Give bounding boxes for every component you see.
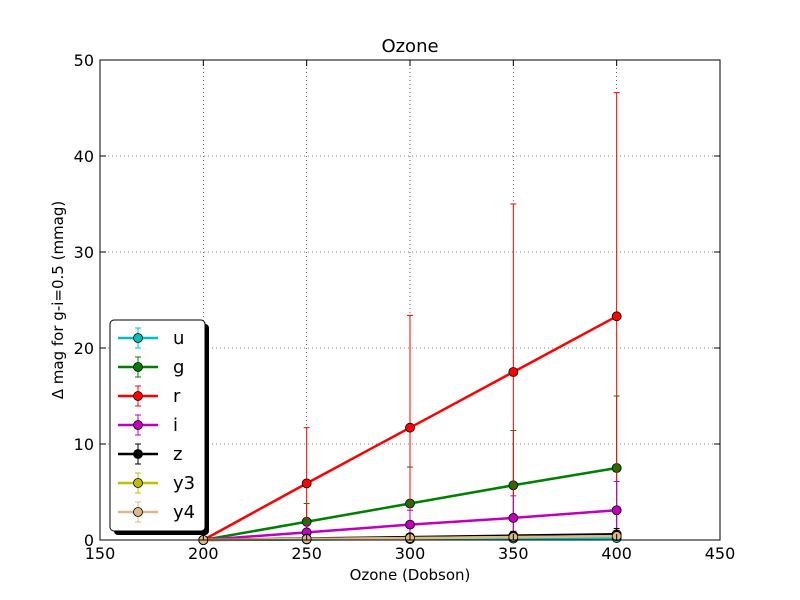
legend-label: i	[173, 415, 178, 436]
data-point	[508, 513, 519, 523]
legend-entry: r	[118, 385, 181, 407]
data-point	[508, 367, 519, 377]
x-axis-label: Ozone (Dobson)	[350, 566, 471, 584]
legend-label: u	[173, 328, 184, 349]
y-tick-label: 10	[74, 435, 94, 454]
legend-marker	[133, 333, 143, 343]
legend-entry: y3	[118, 472, 195, 494]
legend-marker	[133, 507, 143, 517]
x-tick-label: 450	[705, 544, 736, 563]
legend-label: r	[173, 386, 181, 407]
legend-entry: z	[118, 443, 182, 465]
x-tick-label: 150	[85, 544, 116, 563]
data-point	[301, 478, 312, 489]
legend-label: y3	[173, 473, 195, 494]
legend-marker	[133, 420, 143, 430]
data-point	[405, 519, 415, 530]
y-axis-label: Δ mag for g-i=0.5 (mmag)	[49, 201, 67, 399]
legend-label: g	[173, 357, 184, 378]
x-tick-label: 400	[601, 544, 632, 563]
data-point	[405, 422, 415, 433]
data-point	[611, 311, 622, 322]
legend-marker	[133, 391, 143, 401]
x-tick-label: 300	[395, 544, 426, 563]
y-tick-label: 20	[74, 339, 94, 358]
legend-entry: g	[118, 356, 184, 378]
y-tick-label: 50	[74, 51, 94, 70]
x-tick-label: 350	[498, 544, 529, 563]
legend-marker	[133, 449, 143, 459]
data-point	[611, 505, 622, 516]
y-tick-label: 30	[74, 243, 94, 262]
legend-marker	[133, 478, 143, 488]
legend-entry: y4	[118, 501, 195, 523]
chart-title: Ozone	[381, 36, 438, 57]
y-tick-label: 40	[74, 147, 94, 166]
legend-marker	[133, 362, 143, 372]
y-tick-label: 0	[84, 531, 94, 550]
tick-layer: 150 200 250 300 350 400 450 0 10 20 30 40 50	[74, 51, 736, 563]
legend-entry: u	[118, 327, 184, 349]
legend-entry: i	[118, 414, 178, 436]
legend-label: y4	[173, 502, 195, 523]
series-r	[198, 92, 622, 545]
legend-label: z	[173, 444, 182, 465]
x-tick-label: 250	[291, 544, 322, 563]
x-tick-label: 200	[188, 544, 219, 563]
